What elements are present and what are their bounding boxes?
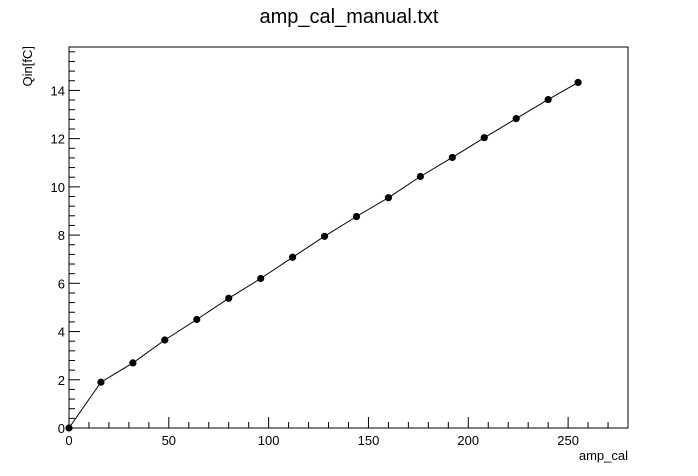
data-point	[544, 95, 552, 104]
data-point	[512, 115, 520, 123]
data-point	[97, 378, 105, 386]
data-point	[65, 424, 73, 432]
y-tick-label: 0	[58, 421, 65, 436]
x-tick-label: 0	[65, 433, 72, 448]
data-point	[384, 194, 393, 202]
y-axis-label: Qin[fC]	[20, 46, 35, 86]
data-point	[289, 253, 297, 261]
data-point	[320, 232, 329, 240]
chart-title: amp_cal_manual.txt	[260, 6, 439, 28]
x-axis-label: amp_cal	[579, 448, 628, 463]
y-tick-label: 12	[51, 132, 65, 147]
data-point	[480, 134, 488, 142]
y-tick-label: 2	[58, 373, 65, 388]
x-axis: 0 50 100 150 200 250	[65, 417, 629, 448]
data-point	[129, 359, 137, 367]
y-tick-label: 4	[58, 325, 65, 340]
data-points	[65, 78, 582, 432]
data-point	[574, 78, 582, 87]
y-axis: 0 2 4 6 8 10 12 14	[51, 51, 80, 436]
x-tick-label: 250	[557, 433, 579, 448]
x-tick-label: 200	[457, 433, 479, 448]
y-tick-label: 6	[58, 276, 65, 291]
data-point	[225, 294, 233, 302]
data-point	[448, 153, 456, 162]
x-tick-label: 150	[358, 433, 380, 448]
y-tick-label: 8	[58, 228, 65, 243]
data-point	[193, 315, 201, 324]
y-tick-label: 10	[51, 180, 65, 195]
x-tick-label: 50	[162, 433, 176, 448]
data-point	[161, 336, 169, 344]
x-tick-label: 100	[258, 433, 280, 448]
series-line	[68, 81, 579, 429]
data-point	[257, 274, 265, 283]
y-tick-label: 14	[51, 83, 65, 98]
plot-frame	[68, 46, 629, 429]
data-point	[416, 172, 424, 181]
data-point	[352, 212, 361, 221]
